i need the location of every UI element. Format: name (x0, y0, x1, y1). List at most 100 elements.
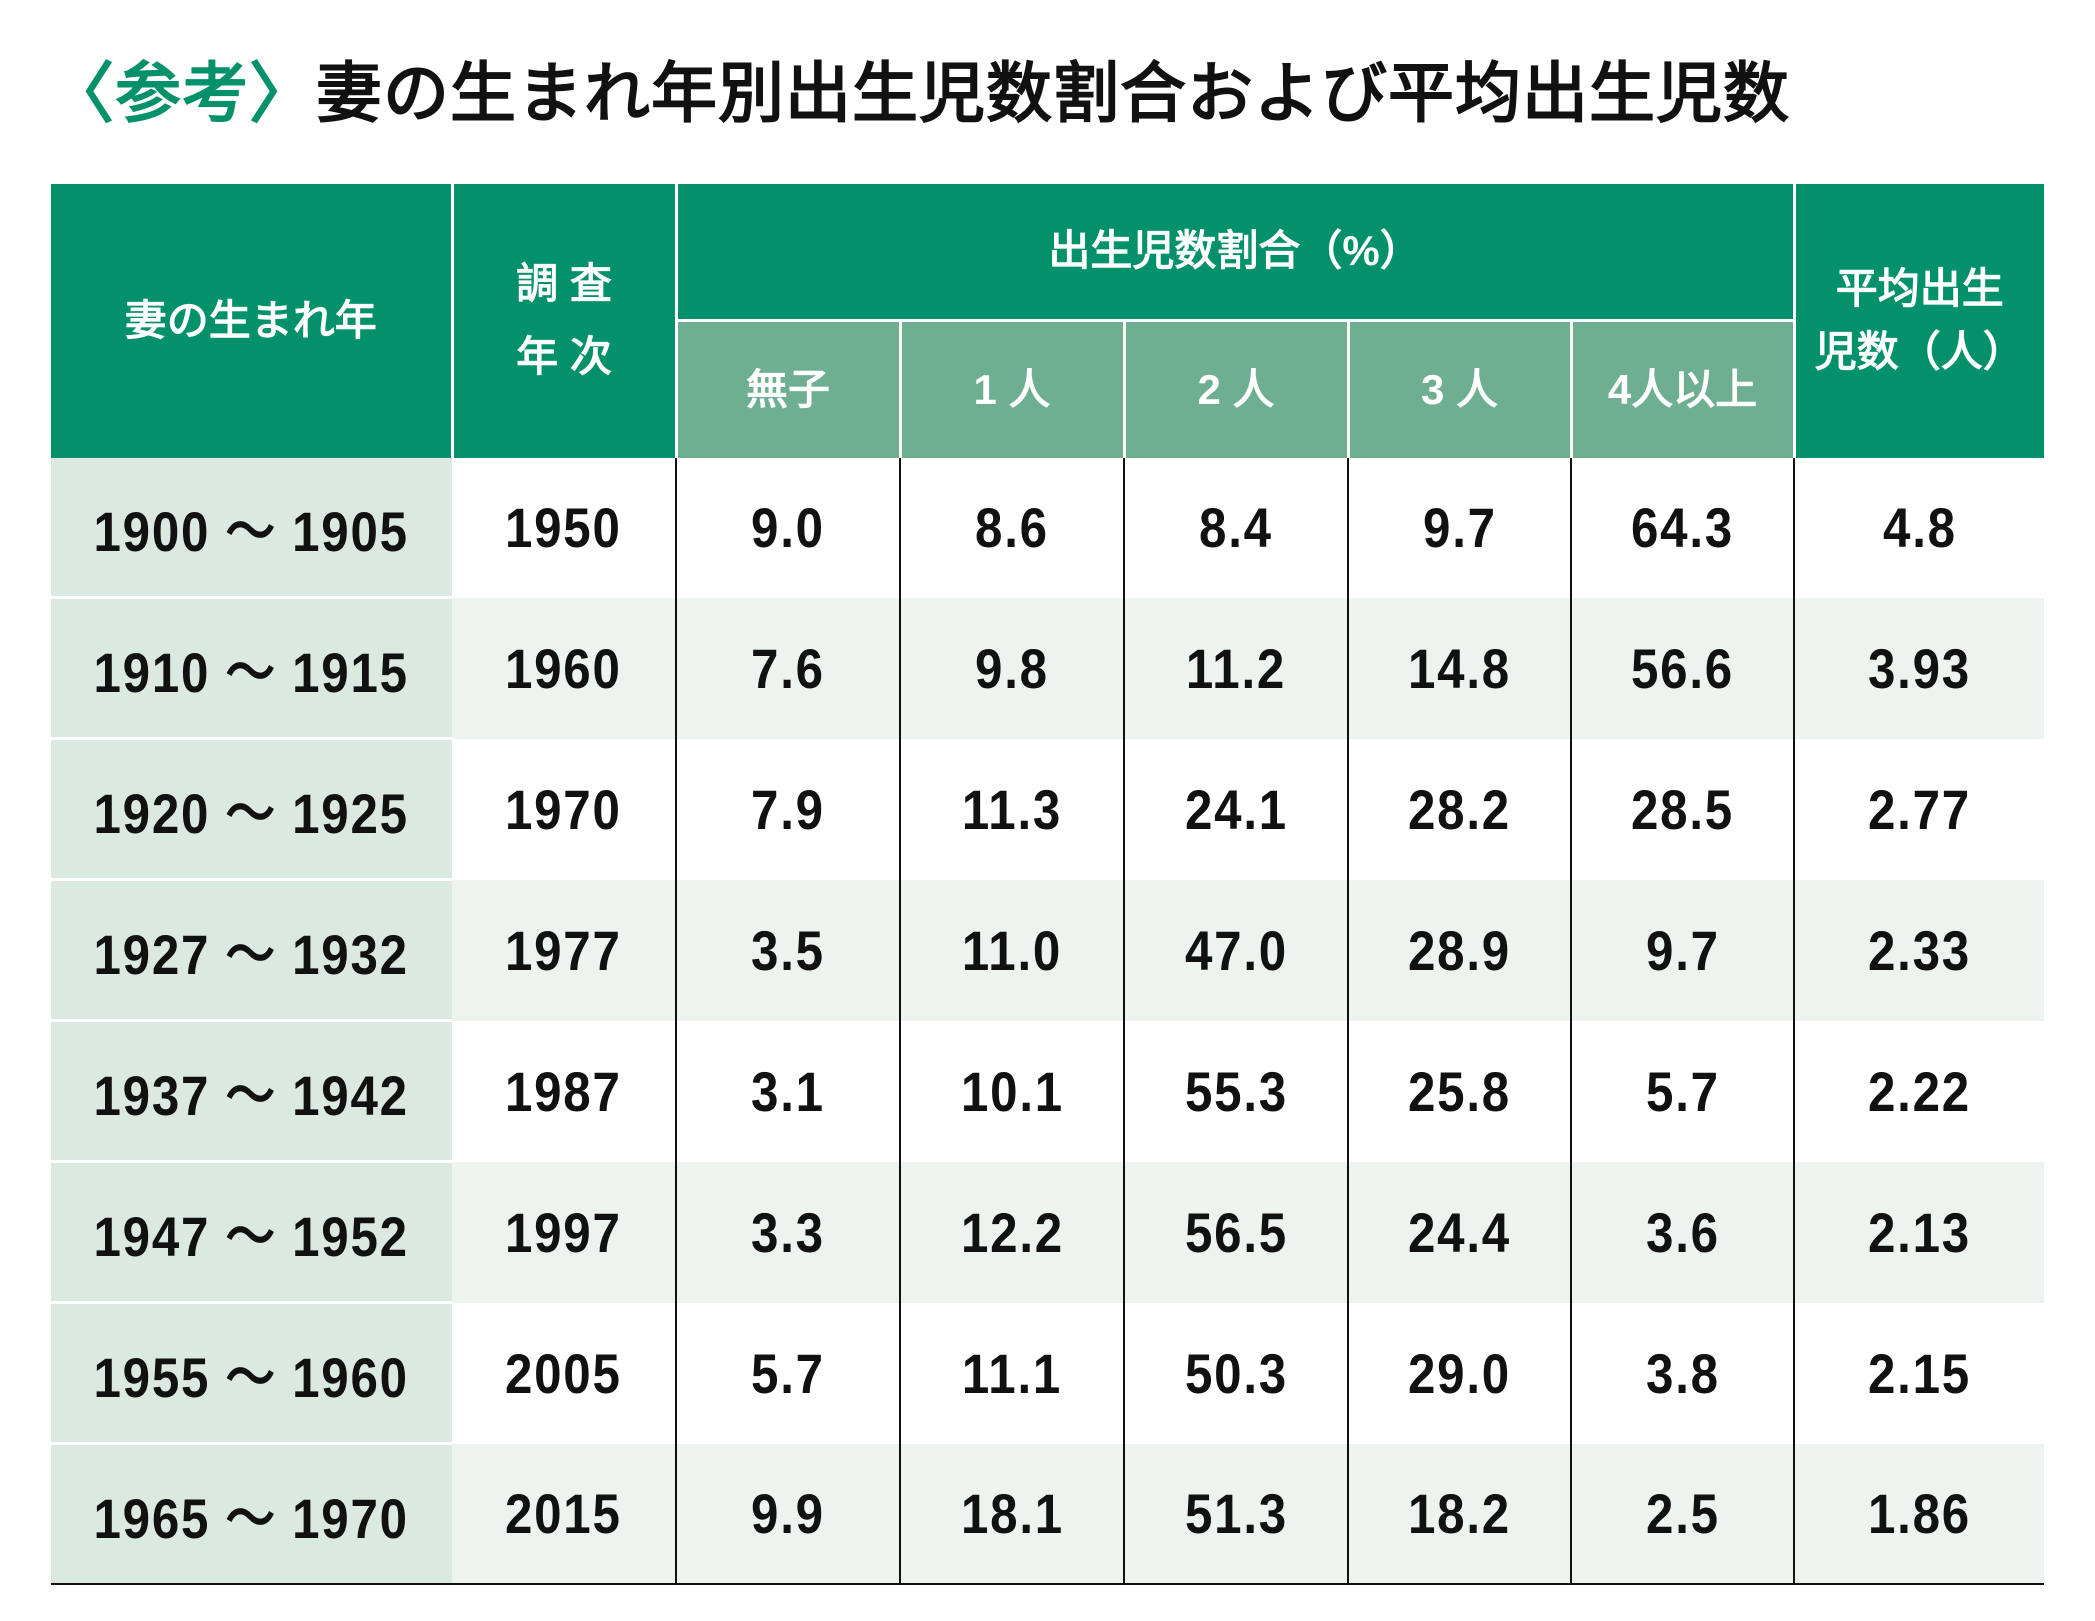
cell-value: 11.1 (961, 1341, 1063, 1405)
header-ratio-group: 出生児数割合（%） (676, 184, 1796, 321)
cell-survey-year: 1950 (452, 458, 676, 598)
cell-four-plus: 5.7 (1569, 1020, 1795, 1162)
cell-two-children: 55.3 (1123, 1020, 1348, 1162)
cell-value: 1977 (505, 918, 622, 982)
cell-value: 55.3 (1184, 1059, 1288, 1123)
table-row: 1927 ～ 1932 1977 3.5 11.0 47.0 28.9 9.7 2.33 (51, 879, 2045, 1022)
cell-value: 28.9 (1408, 918, 1511, 982)
cell-three-children: 28.9 (1347, 879, 1571, 1021)
cell-value: 8.6 (975, 496, 1049, 560)
cell-value: 3.5 (751, 918, 825, 982)
cell-three-children: 14.8 (1347, 597, 1571, 739)
cell-value: 25.8 (1408, 1059, 1511, 1123)
cell-value: 9.9 (751, 1481, 825, 1545)
title-text: 妻の生まれ年別出生児数割合および平均出生児数 (316, 56, 1790, 130)
cell-four-plus: 64.3 (1569, 458, 1795, 598)
cell-value: 24.4 (1408, 1200, 1511, 1264)
table-row: 1900 ～ 1905 1950 9.0 8.6 8.4 9.7 64.3 4.8 (51, 458, 2045, 599)
cell-two-children: 8.4 (1123, 458, 1348, 598)
cell-birth-year: 1910 ～ 1915 (51, 597, 452, 740)
cell-no-child: 3.5 (675, 879, 900, 1021)
cell-three-children: 9.7 (1347, 458, 1571, 598)
header-birth-year: 妻の生まれ年 (51, 184, 454, 458)
cell-value: 9.0 (751, 496, 825, 560)
cell-value: 29.0 (1408, 1341, 1511, 1405)
cell-survey-year: 1970 (452, 739, 676, 880)
cell-value: 2.22 (1868, 1059, 1972, 1123)
cell-value: 28.2 (1408, 777, 1511, 841)
cell-value: 1955 ～ 1960 (93, 1345, 410, 1409)
cell-one-child: 12.2 (899, 1161, 1124, 1303)
cell-three-children: 28.2 (1347, 738, 1571, 880)
cell-value: 1927 ～ 1932 (93, 922, 410, 986)
cell-value: 50.3 (1184, 1341, 1288, 1405)
cell-value: 1950 (505, 496, 622, 560)
cell-average: 2.22 (1793, 1020, 2045, 1162)
cell-value: 7.9 (751, 777, 825, 841)
cell-average: 2.33 (1793, 879, 2045, 1021)
cell-value: 1965 ～ 1970 (93, 1486, 410, 1550)
header-survey-year: 調 査 年 次 (452, 184, 678, 458)
cell-survey-year: 1960 (452, 597, 676, 739)
cell-survey-year: 1977 (452, 879, 676, 1021)
cell-birth-year: 1937 ～ 1942 (51, 1020, 452, 1163)
cell-value: 11.3 (961, 777, 1063, 841)
cell-value: 10.1 (960, 1059, 1064, 1123)
cell-value: 18.2 (1408, 1481, 1511, 1545)
cell-value: 2.15 (1868, 1341, 1972, 1405)
cell-no-child: 7.9 (675, 738, 900, 880)
cell-value: 3.3 (751, 1200, 825, 1264)
cell-value: 1970 (505, 777, 622, 841)
cell-four-plus: 2.5 (1569, 1443, 1795, 1585)
cell-four-plus: 28.5 (1569, 738, 1795, 880)
cell-no-child: 7.6 (675, 597, 900, 739)
cell-value: 56.6 (1631, 636, 1734, 700)
cell-birth-year: 1927 ～ 1932 (51, 879, 452, 1022)
cell-four-plus: 3.6 (1569, 1161, 1795, 1303)
cell-no-child: 9.9 (675, 1443, 900, 1585)
cell-value: 1987 (505, 1059, 622, 1123)
cell-four-plus: 9.7 (1569, 879, 1795, 1021)
cell-one-child: 10.1 (899, 1020, 1124, 1162)
cell-one-child: 8.6 (899, 458, 1124, 598)
cell-value: 47.0 (1184, 918, 1288, 982)
cell-value: 2.13 (1868, 1200, 1972, 1264)
cell-value: 1937 ～ 1942 (93, 1063, 410, 1127)
cell-one-child: 11.1 (899, 1302, 1124, 1444)
cell-value: 3.8 (1645, 1341, 1720, 1405)
cell-birth-year: 1955 ～ 1960 (51, 1302, 452, 1445)
cell-value: 9.7 (1422, 496, 1497, 560)
header-no-child: 無子 (676, 319, 902, 458)
cell-average: 2.77 (1793, 738, 2045, 880)
cell-two-children: 11.2 (1123, 597, 1348, 739)
header-average: 平均出生 児数（人） (1794, 184, 2045, 458)
cell-value: 12.2 (960, 1200, 1064, 1264)
cell-no-child: 3.3 (675, 1161, 900, 1303)
cell-value: 2.5 (1645, 1481, 1720, 1545)
cell-value: 24.1 (1184, 777, 1288, 841)
cell-value: 2.77 (1868, 777, 1972, 841)
cell-value: 1920 ～ 1925 (93, 781, 410, 845)
cell-average: 3.93 (1793, 597, 2045, 739)
cell-birth-year: 1947 ～ 1952 (51, 1161, 452, 1304)
cell-one-child: 9.8 (899, 597, 1124, 739)
cell-no-child: 5.7 (675, 1302, 900, 1444)
table-row: 1947 ～ 1952 1997 3.3 12.2 56.5 24.4 3.6 2.13 (51, 1161, 2045, 1304)
cell-value: 5.7 (751, 1341, 825, 1405)
cell-value: 1910 ～ 1915 (93, 640, 410, 704)
cell-value: 1997 (505, 1200, 622, 1264)
cell-value: 11.2 (1185, 636, 1287, 700)
cell-average: 2.13 (1793, 1161, 2045, 1303)
cell-survey-year: 1987 (452, 1021, 676, 1162)
cell-value: 28.5 (1631, 777, 1734, 841)
cell-survey-year: 2005 (452, 1303, 676, 1444)
cell-value: 18.1 (960, 1481, 1064, 1545)
cell-value: 1960 (505, 636, 622, 700)
cell-four-plus: 56.6 (1569, 597, 1795, 739)
header-3-children: 3 人 (1348, 319, 1573, 458)
birth-count-table: 妻の生まれ年 調 査 年 次 出生児数割合（%） 平均出生 児数（人） 無子 1… (51, 184, 2045, 1585)
cell-value: 3.93 (1868, 636, 1972, 700)
cell-value: 2015 (505, 1481, 622, 1545)
cell-value: 1900 ～ 1905 (93, 499, 410, 563)
header-2-children: 2 人 (1124, 319, 1350, 458)
